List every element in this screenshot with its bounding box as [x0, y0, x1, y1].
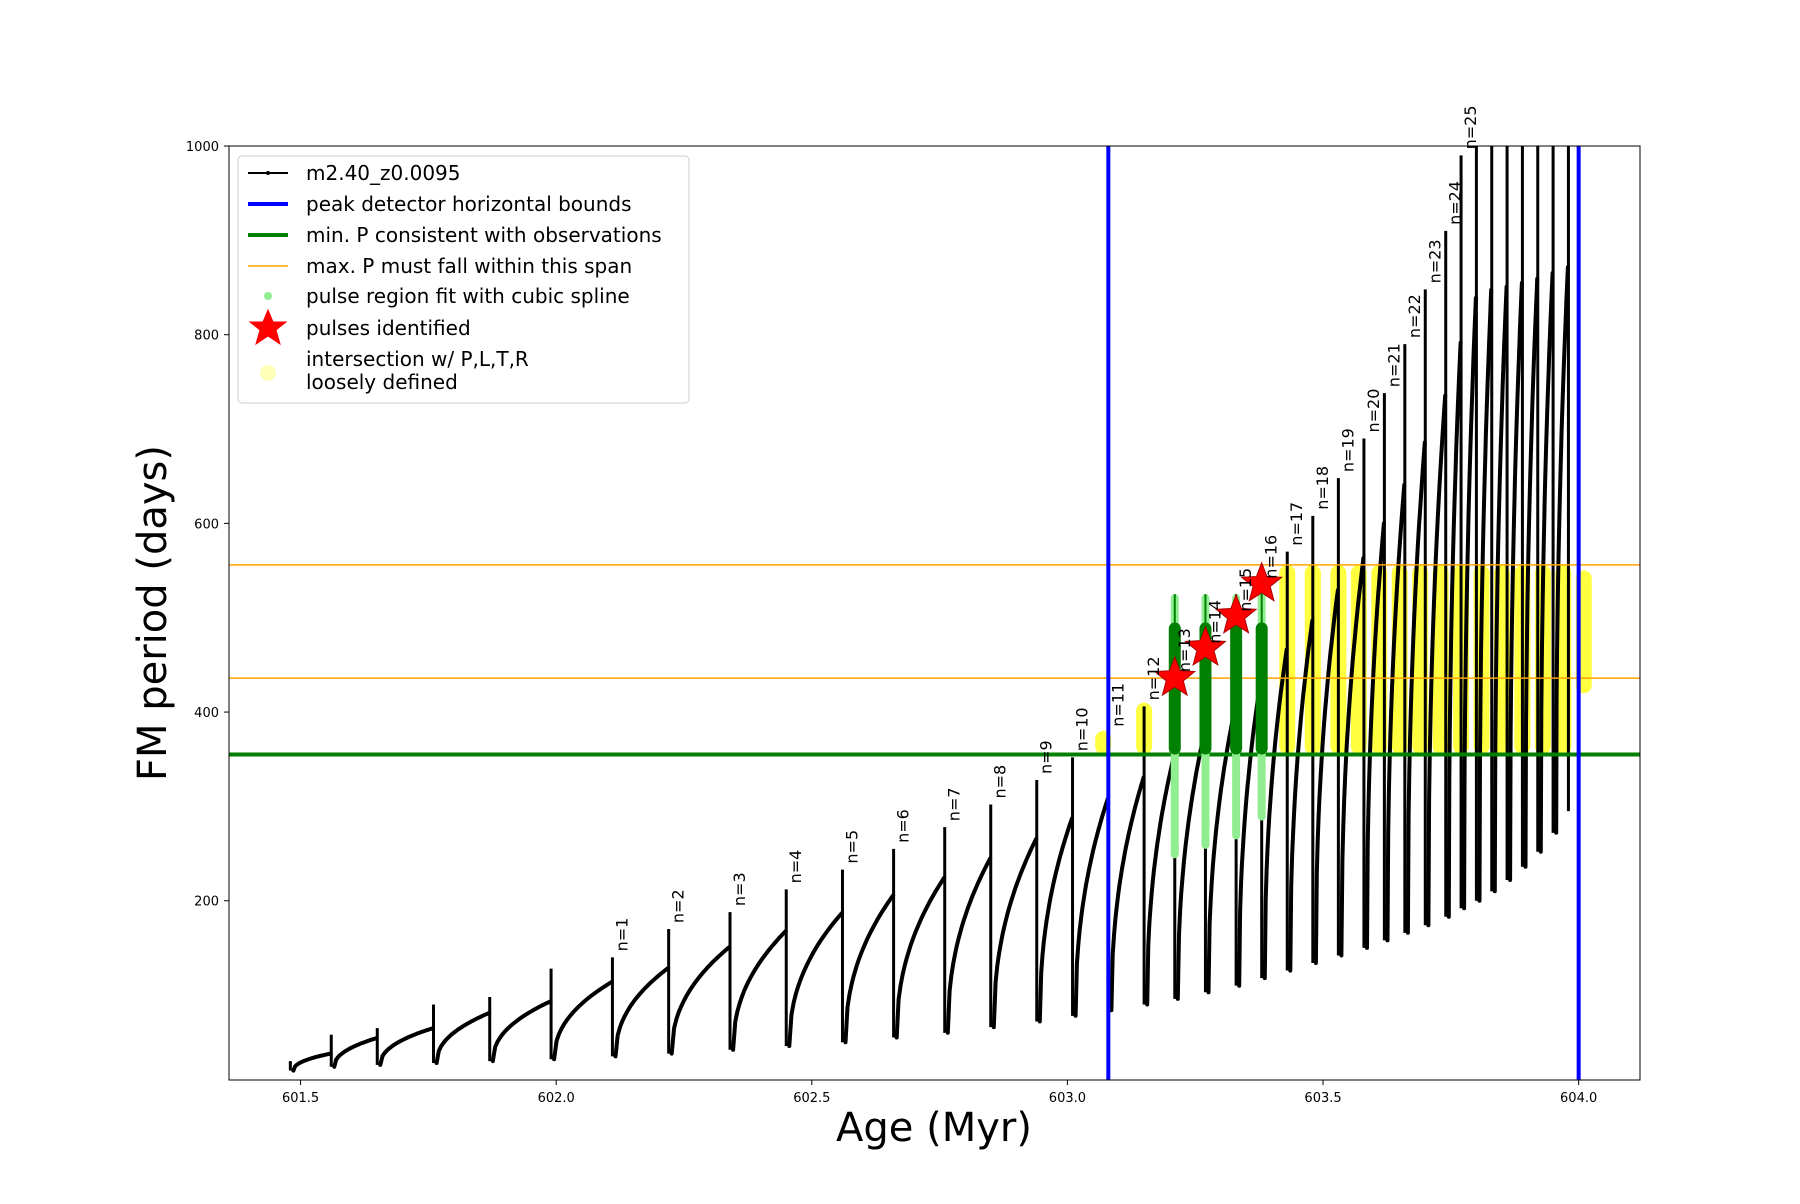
track-interpulse-segment — [1508, 280, 1524, 882]
track-interpulse-segment — [843, 893, 896, 1045]
legend-pulses-star — [248, 308, 288, 346]
track-interpulse-segment — [1523, 276, 1540, 869]
track-interpulse-segment — [1446, 340, 1463, 919]
track-interpulse-segment — [1554, 265, 1570, 835]
legend-spline-marker — [264, 292, 272, 300]
track-interpulse-segment — [1109, 775, 1146, 1013]
legend-intersection-label-2: loosely defined — [306, 370, 458, 394]
x-tick-label: 603.5 — [1304, 1091, 1341, 1106]
pulse-label: n=7 — [945, 787, 964, 821]
pulse-label: n=9 — [1037, 740, 1056, 774]
legend-maxp-label: max. P must fall within this span — [306, 254, 632, 278]
pulse-label: n=4 — [786, 850, 805, 884]
y-tick-label: 200 — [194, 895, 219, 910]
track-interpulse-segment — [1339, 556, 1366, 958]
legend-pulses-label: pulses identified — [306, 316, 471, 340]
pulse-label: n=8 — [991, 765, 1010, 799]
legend-track-label: m2.40_z0.0095 — [306, 161, 461, 185]
pulse-label: n=3 — [730, 872, 749, 906]
legend: m2.40_z0.0095 peak detector horizontal b… — [237, 155, 690, 404]
pulse-label: n=12 — [1144, 656, 1163, 700]
pulse-label: n=14 — [1206, 600, 1225, 644]
pulse-label: n=13 — [1175, 628, 1194, 672]
track-interpulse-segment — [1073, 796, 1110, 1018]
legend-track-marker — [266, 171, 270, 175]
track-interpulse-segment — [1426, 393, 1448, 928]
track-interpulse-segment — [434, 1010, 492, 1065]
legend-frame — [237, 155, 690, 404]
pulse-label: n=6 — [894, 809, 913, 843]
pulse-label: n=17 — [1287, 502, 1306, 546]
pulse-label: n=25 — [1461, 105, 1480, 149]
y-axis-label: FM period (days) — [130, 445, 176, 781]
track-interpulse-segment — [787, 911, 844, 1048]
track-interpulse-segment — [1385, 482, 1407, 943]
pulse-label: n=24 — [1446, 181, 1465, 225]
pulse-label: n=22 — [1405, 294, 1424, 338]
x-axis-label: Age (Myr) — [836, 1105, 1032, 1151]
pulse-label: n=15 — [1236, 568, 1255, 612]
track-interpulse-segment — [378, 1026, 435, 1067]
track-interpulse-segment — [1405, 440, 1427, 935]
track-interpulse-segment — [894, 875, 947, 1040]
spline-fit-band — [1230, 622, 1243, 755]
x-tick-label: 601.5 — [282, 1091, 319, 1106]
identified-pulse-star — [1184, 625, 1227, 667]
track-interpulse-segment — [669, 944, 732, 1056]
track-interpulse-segment — [1538, 271, 1555, 854]
legend-intersection-label-1: intersection w/ P,L,T,R — [306, 347, 529, 371]
y-tick-label: 1000 — [186, 140, 219, 155]
track-interpulse-segment — [1145, 752, 1177, 1007]
legend-spline-label: pulse region fit with cubic spline — [306, 284, 630, 308]
y-tick-label: 800 — [194, 329, 219, 344]
track-interpulse-segment — [490, 999, 553, 1064]
x-tick-label: 604.0 — [1560, 1091, 1597, 1106]
track-interpulse-segment — [332, 1036, 379, 1069]
track-interpulse-segment — [991, 836, 1039, 1030]
identified-pulse-star — [1153, 655, 1197, 697]
x-tick-label: 603.0 — [1049, 1091, 1086, 1106]
x-tick-label: 602.5 — [793, 1091, 830, 1106]
plot-frame — [228, 145, 1641, 1081]
track-interpulse-segment — [1477, 287, 1494, 903]
pulse-label: n=16 — [1262, 535, 1281, 579]
spline-fit-band — [1168, 622, 1181, 755]
track-interpulse-segment — [1462, 296, 1478, 911]
spline-fit-band — [1255, 622, 1268, 755]
pulse-label: n=10 — [1073, 707, 1092, 751]
identified-pulse-star — [1240, 561, 1284, 602]
pulse-label: n=2 — [669, 889, 688, 923]
pulse-label: n=18 — [1313, 466, 1332, 510]
track-interpulse-segment — [1313, 588, 1340, 965]
identified-pulse-star — [1214, 593, 1258, 634]
pulse-label: n=21 — [1384, 343, 1403, 387]
legend-minp-label: min. P consistent with observations — [306, 223, 662, 247]
x-tick-label: 602.0 — [538, 1091, 575, 1106]
track-interpulse-segment — [1262, 647, 1289, 981]
track-interpulse-segment — [1492, 284, 1509, 894]
pulse-label: n=20 — [1364, 389, 1383, 433]
track-interpulse-segment — [1037, 816, 1074, 1024]
track-interpulse-segment — [291, 1051, 333, 1073]
track-interpulse-segment — [945, 856, 993, 1035]
y-tick-label: 400 — [194, 706, 219, 721]
track-interpulse-segment — [552, 979, 614, 1062]
y-tick-label: 600 — [194, 517, 219, 532]
legend-bounds-label: peak detector horizontal bounds — [306, 192, 632, 216]
pulse-label: n=5 — [843, 830, 862, 864]
legend-intersection-marker — [260, 365, 276, 381]
track-interpulse-segment — [1288, 618, 1315, 973]
pulse-label: n=19 — [1338, 428, 1357, 472]
pulse-label: n=1 — [612, 918, 631, 952]
track-interpulse-segment — [1365, 521, 1386, 950]
pulse-label: n=23 — [1425, 239, 1444, 283]
track-interpulse-segment — [731, 929, 788, 1052]
pulse-label: n=11 — [1108, 683, 1127, 727]
track-interpulse-segment — [613, 966, 671, 1059]
